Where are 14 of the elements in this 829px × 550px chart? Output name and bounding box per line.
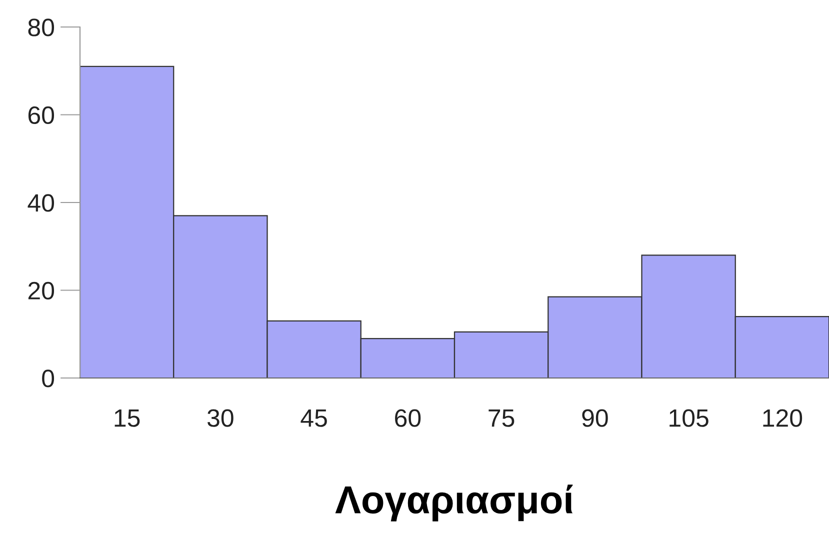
x-tick-label: 30: [207, 409, 234, 427]
y-tick-label: 40: [28, 194, 54, 212]
x-tick-label: 15: [114, 409, 140, 427]
x-tick-label: 90: [582, 409, 608, 427]
x-tick-label: 75: [488, 409, 514, 427]
x-tick-label: 60: [395, 409, 421, 427]
x-axis-title: Λογαριασμοί: [335, 484, 573, 522]
x-tick-label: 105: [670, 409, 708, 427]
y-tick-label: 20: [28, 282, 54, 300]
y-tick-label: 0: [42, 370, 54, 388]
y-tick-label: 60: [28, 106, 54, 124]
x-tick-label: 120: [763, 409, 802, 427]
y-tick-label: 80: [28, 18, 54, 36]
x-tick-label: 45: [300, 409, 327, 427]
